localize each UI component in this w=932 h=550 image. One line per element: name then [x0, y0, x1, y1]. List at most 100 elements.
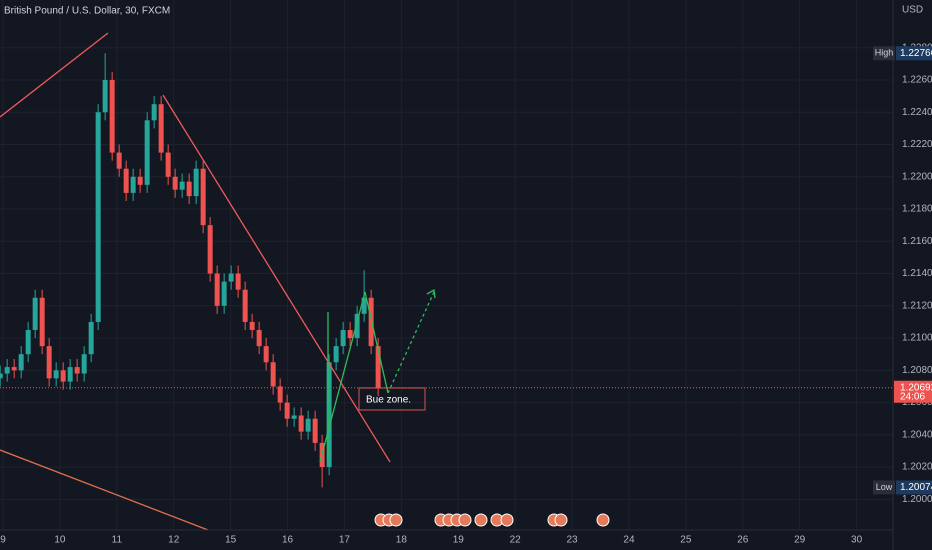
y-tick-label: 1.20400 — [902, 429, 932, 440]
candle-body — [18, 354, 24, 371]
y-tick-label: 1.21800 — [902, 204, 932, 215]
candle-body — [221, 281, 227, 306]
candle-body — [137, 176, 143, 185]
candle-body — [207, 225, 213, 274]
x-tick-label: 12 — [168, 535, 180, 546]
low-marker-name: Low — [876, 482, 893, 492]
y-tick-label: 1.20200 — [902, 462, 932, 473]
candle-body — [326, 362, 332, 468]
candle-body — [354, 313, 360, 339]
event-icon — [389, 513, 403, 527]
y-tick-label: 1.21200 — [902, 300, 932, 311]
path-line — [319, 291, 389, 463]
event-icon — [554, 513, 568, 527]
y-tick-label: 1.22400 — [902, 107, 932, 118]
low-marker-badge — [896, 480, 932, 495]
candle-body — [291, 415, 297, 419]
candle-body — [200, 168, 206, 226]
drawings: Bue zone. — [0, 32, 436, 531]
candle-body — [235, 273, 241, 290]
candle-body — [67, 367, 73, 382]
candle-body — [263, 346, 269, 363]
candle-body — [193, 168, 199, 197]
x-tick-label: 22 — [510, 535, 522, 546]
y-tick-label: 1.21400 — [902, 268, 932, 279]
event-icon — [596, 513, 610, 527]
candle-body — [158, 104, 164, 153]
candle-body — [340, 330, 346, 347]
y-tick-label: 1.21000 — [902, 333, 932, 344]
candle-body — [109, 80, 115, 153]
candle-body — [144, 120, 150, 185]
annotation: Bue zone. — [366, 395, 411, 406]
candle-body — [25, 330, 31, 355]
candle-body — [102, 80, 108, 113]
candles — [0, 53, 381, 488]
candle-body — [347, 330, 353, 339]
candle-body — [333, 346, 339, 363]
x-tick-label: 10 — [54, 535, 66, 546]
candle-body — [242, 289, 248, 322]
candle-body — [165, 152, 171, 177]
x-tick-label: 29 — [794, 535, 806, 546]
candle-body — [11, 367, 17, 371]
candle-body — [361, 297, 367, 314]
candle-body — [179, 181, 185, 190]
trend-line — [162, 94, 391, 463]
annotation-box — [358, 387, 426, 411]
event-icon — [458, 513, 472, 527]
y-tick-label: 1.22600 — [902, 75, 932, 86]
x-tick-label: 25 — [680, 535, 692, 546]
candle-body — [116, 152, 122, 169]
y-tick-label: 1.22000 — [902, 171, 932, 182]
candle-body — [249, 321, 255, 330]
candle-body — [298, 415, 304, 432]
y-tick-label: 1.20800 — [902, 365, 932, 376]
trend-line — [0, 32, 109, 118]
high-marker-value: 1.22766 — [900, 48, 932, 59]
candle-body — [312, 418, 318, 443]
candle-body — [32, 297, 38, 330]
x-tick-label: 15 — [225, 535, 237, 546]
candle-body — [123, 168, 129, 193]
candle-body — [214, 273, 220, 306]
candle-body — [277, 386, 283, 403]
event-icon — [500, 513, 514, 527]
candle-body — [186, 181, 192, 197]
x-tick-label: 23 — [566, 535, 578, 546]
x-tick-label: 16 — [282, 535, 294, 546]
candle-body — [256, 330, 262, 347]
trend-line — [0, 449, 209, 531]
y-tick-label: 1.21600 — [902, 236, 932, 247]
candle-body — [368, 297, 374, 347]
x-tick-label: 24 — [623, 535, 635, 546]
projection-arrow — [387, 291, 435, 394]
candle-body — [60, 370, 66, 382]
candle-body — [39, 297, 45, 347]
y-tick-label: 1.22200 — [902, 139, 932, 150]
x-tick-label: 30 — [851, 535, 863, 546]
candle-body — [270, 362, 276, 387]
x-tick-label: 26 — [737, 535, 749, 546]
x-tick-label: 19 — [453, 535, 465, 546]
candle-body — [81, 354, 87, 374]
x-tick-label: 9 — [0, 535, 6, 546]
current-price-badge — [894, 380, 932, 403]
event-icons — [374, 513, 610, 527]
axes: 1.200001.202001.204001.206001.208001.210… — [0, 42, 932, 546]
countdown-label: 24:06 — [900, 391, 925, 402]
grid — [0, 0, 893, 530]
y-tick-label: 1.20000 — [902, 494, 932, 505]
high-marker-name: High — [875, 48, 894, 58]
high-marker-badge — [896, 46, 932, 61]
candle-body — [130, 176, 136, 193]
low-marker-tag — [873, 480, 895, 495]
candle-body — [95, 112, 101, 322]
candle-body — [46, 346, 52, 379]
candle-body — [284, 402, 290, 419]
x-tick-label: 17 — [339, 535, 351, 546]
candle-body — [151, 104, 157, 121]
